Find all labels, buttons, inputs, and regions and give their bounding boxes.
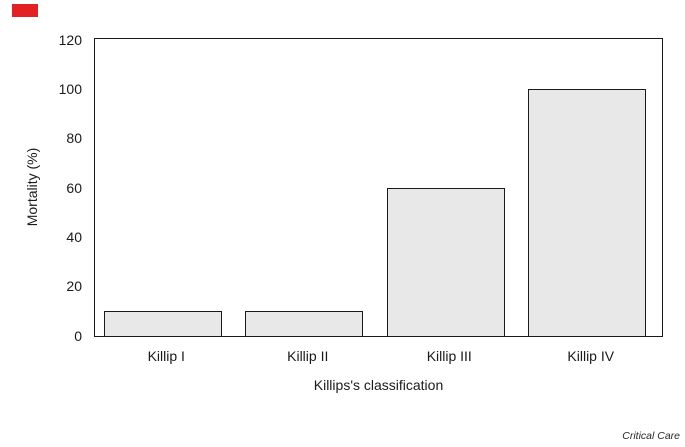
y-tick-label: 100 bbox=[58, 80, 82, 97]
journal-credit: Critical Care bbox=[622, 430, 680, 442]
y-tick-label: 80 bbox=[66, 130, 82, 147]
y-tick-label: 120 bbox=[58, 31, 82, 48]
x-tick-label: Killip III bbox=[426, 348, 472, 364]
x-tick-label: Killip I bbox=[147, 348, 185, 364]
bar-killip-iv bbox=[528, 89, 647, 336]
y-tick-label: 0 bbox=[74, 327, 82, 344]
y-tick-label: 20 bbox=[66, 278, 82, 295]
bar-killip-ii bbox=[245, 311, 364, 336]
bar-killip-i bbox=[103, 311, 222, 336]
y-tick-label: 40 bbox=[66, 228, 82, 245]
y-tick-label: 60 bbox=[66, 179, 82, 196]
plot-area bbox=[94, 38, 663, 337]
x-tick-label: Killip IV bbox=[567, 348, 615, 364]
x-axis-title: Killips's classification bbox=[313, 377, 444, 393]
x-tick-label: Killip II bbox=[287, 348, 329, 364]
red-marker bbox=[12, 4, 38, 17]
bar-killip-iii bbox=[386, 188, 505, 336]
